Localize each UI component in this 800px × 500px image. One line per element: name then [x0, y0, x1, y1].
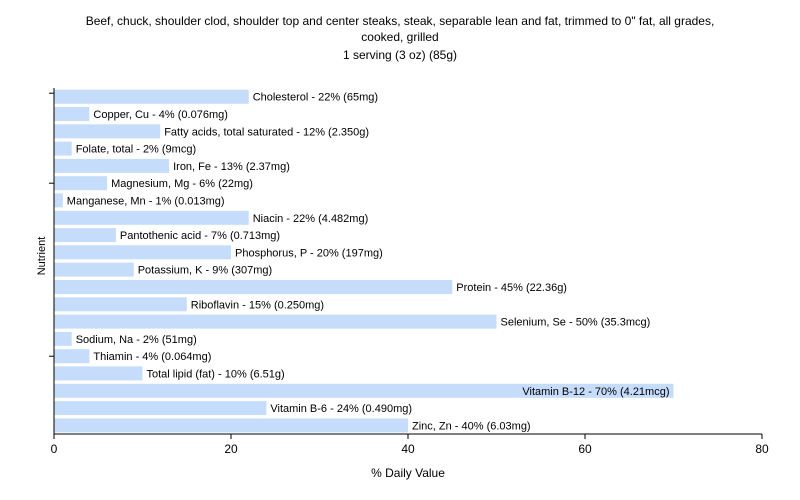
- bar-label: Niacin - 22% (4.482mg): [253, 213, 369, 225]
- bar: [54, 297, 187, 312]
- bar: [54, 366, 143, 381]
- bar-label: Pantothenic acid - 7% (0.713mg): [120, 230, 280, 242]
- bar-label: Riboflavin - 15% (0.250mg): [191, 299, 324, 311]
- bar: [54, 124, 161, 139]
- bar-label: Potassium, K - 9% (307mg): [138, 265, 273, 277]
- bar: [54, 262, 134, 277]
- bar: [54, 210, 249, 225]
- bar-label: Copper, Cu - 4% (0.076mg): [93, 109, 228, 121]
- bar: [54, 176, 108, 191]
- bar-label: Fatty acids, total saturated - 12% (2.35…: [164, 126, 369, 138]
- bars-layer: Cholesterol - 22% (65mg) Copper, Cu - 4% …: [54, 89, 674, 433]
- bar-label: Phosphorus, P - 20% (197mg): [235, 247, 383, 259]
- bar: [54, 331, 72, 346]
- x-tick-label: 0: [51, 442, 58, 456]
- bar: [54, 280, 453, 294]
- bar: [54, 107, 90, 121]
- x-axis-label: % Daily Value: [371, 466, 445, 480]
- bar-label: Protein - 45% (22.36g): [456, 282, 567, 294]
- bar-label: Vitamin B-6 - 24% (0.490mg): [270, 403, 412, 415]
- bar-label: Sodium, Na - 2% (51mg): [76, 334, 197, 346]
- bar: [54, 314, 497, 329]
- bar: [54, 89, 249, 104]
- x-tick-label: 80: [755, 442, 769, 456]
- bar-label: Cholesterol - 22% (65mg): [253, 92, 378, 104]
- bar: [54, 418, 408, 433]
- bar-label: Thiamin - 4% (0.064mg): [93, 351, 211, 363]
- bar-label: Selenium, Se - 50% (35.3mcg): [501, 317, 651, 329]
- bar-label: Vitamin B-12 - 70% (4.21mcg): [522, 386, 669, 398]
- bar-label: Magnesium, Mg - 6% (22mg): [111, 178, 253, 190]
- bar: [54, 245, 231, 260]
- bar-label: Total lipid (fat) - 10% (6.51g): [147, 368, 285, 380]
- bar: [54, 158, 170, 173]
- x-tick-label: 20: [224, 442, 238, 456]
- x-tick-label: 60: [578, 442, 592, 456]
- bar: [54, 401, 267, 416]
- bar-label: Manganese, Mn - 1% (0.013mg): [67, 195, 225, 207]
- chart-title-line-2: cooked, grilled: [361, 30, 439, 44]
- bar: [54, 349, 90, 364]
- bar-label: Iron, Fe - 13% (2.37mg): [173, 161, 290, 173]
- bar: [54, 141, 72, 156]
- bar-label: Folate, total - 2% (9mcg): [76, 144, 196, 156]
- axes-layer: 0 20 40 60 80: [49, 88, 769, 456]
- bar-label: Zinc, Zn - 40% (6.03mg): [412, 420, 531, 432]
- chart-title-line-3: 1 serving (3 oz) (85g): [342, 48, 458, 62]
- bar: [54, 383, 674, 398]
- bar: [54, 228, 116, 243]
- chart-title-line-1: Beef, chuck, shoulder clod, shoulder top…: [85, 14, 715, 28]
- bar: [54, 193, 63, 208]
- x-tick-label: 40: [401, 442, 415, 456]
- y-axis-label: Nutrient: [36, 237, 48, 276]
